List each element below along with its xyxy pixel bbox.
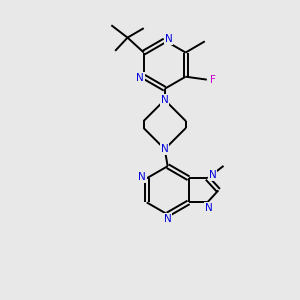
Text: N: N: [164, 214, 172, 224]
Text: N: N: [165, 34, 172, 44]
Text: N: N: [139, 172, 146, 182]
Text: N: N: [161, 144, 169, 154]
Text: N: N: [205, 203, 213, 213]
Text: N: N: [161, 95, 169, 105]
Text: N: N: [209, 170, 217, 180]
Text: F: F: [210, 75, 216, 85]
Text: N: N: [136, 73, 144, 83]
